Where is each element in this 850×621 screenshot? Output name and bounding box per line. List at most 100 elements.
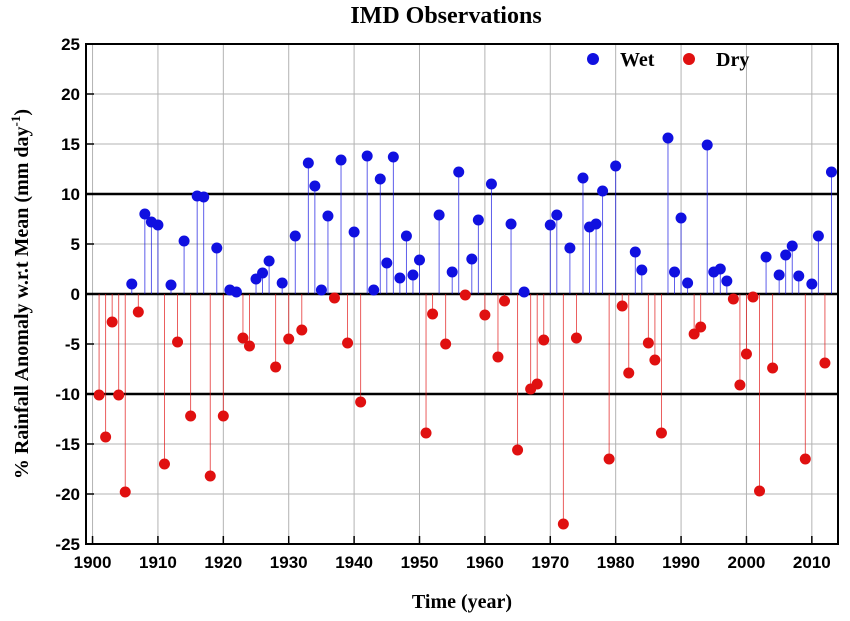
dry-point	[570, 332, 582, 344]
wet-point	[335, 154, 347, 166]
x-tick-label: 2000	[728, 553, 766, 572]
wet-point	[466, 253, 478, 265]
y-tick-label: -20	[55, 485, 80, 504]
wet-point	[485, 178, 497, 190]
dry-point	[342, 337, 354, 349]
dry-point	[616, 300, 628, 312]
dry-point	[158, 458, 170, 470]
dry-point	[100, 431, 112, 443]
x-axis-label: Time (year)	[412, 591, 512, 613]
dry-point	[603, 453, 615, 465]
dry-point	[531, 378, 543, 390]
wet-point	[257, 267, 269, 279]
dry-point	[283, 333, 295, 345]
dry-point	[479, 309, 491, 321]
x-tick-label: 1970	[531, 553, 569, 572]
wet-point	[400, 230, 412, 242]
dry-point	[649, 354, 661, 366]
stems	[98, 138, 832, 524]
dry-point	[734, 379, 746, 391]
wet-point	[387, 151, 399, 163]
dry-point	[93, 389, 105, 401]
dry-point	[440, 338, 452, 350]
wet-point	[472, 214, 484, 226]
wet-point	[812, 230, 824, 242]
dry-point	[204, 470, 216, 482]
dry-point	[499, 295, 511, 307]
dry-point	[328, 292, 340, 304]
wet-point	[760, 251, 772, 263]
dry-point	[642, 337, 654, 349]
dry-point	[557, 518, 569, 530]
y-axis-label-superscript: -1	[8, 116, 23, 127]
dry-point	[727, 293, 739, 305]
wet-point	[453, 166, 465, 178]
x-tick-label: 1960	[466, 553, 504, 572]
y-tick-label: 0	[71, 285, 80, 304]
wet-point	[518, 286, 530, 298]
dry-point	[172, 336, 184, 348]
wet-point	[505, 218, 517, 230]
wet-point	[682, 277, 694, 289]
y-tick-labels: -25 -20 -15 -10 -5 0 5 10 15 20 25	[55, 35, 80, 554]
y-tick-label: -5	[65, 335, 80, 354]
legend-dry-marker	[683, 53, 695, 65]
dry-point	[799, 453, 811, 465]
dry-point	[492, 351, 504, 363]
x-tick-label: 1920	[204, 553, 242, 572]
y-axis-label: % Rainfall Anomaly w.r.t Mean (mm day-1)	[8, 109, 33, 479]
dry-point	[655, 427, 667, 439]
y-tick-label: 15	[61, 135, 80, 154]
dry-point	[420, 427, 432, 439]
wet-point	[721, 275, 733, 287]
dry-point	[119, 486, 131, 498]
wet-point	[315, 284, 327, 296]
wet-point	[126, 278, 138, 290]
dry-point	[747, 291, 759, 303]
wet-point	[381, 257, 393, 269]
wet-point	[394, 272, 406, 284]
y-axis-label-close: )	[11, 109, 33, 116]
wet-point	[773, 269, 785, 281]
dry-point	[270, 361, 282, 373]
wet-point	[825, 166, 837, 178]
x-tick-label: 1940	[335, 553, 373, 572]
wet-point	[407, 269, 419, 281]
x-tick-labels: 1900 1910 1920 1930 1940 1950 1960 1970 1980 1990…	[74, 553, 831, 572]
wet-point	[413, 254, 425, 266]
dry-point	[106, 316, 118, 328]
y-tick-label: 20	[61, 85, 80, 104]
wet-point	[289, 230, 301, 242]
wet-point	[446, 266, 458, 278]
dry-point	[217, 410, 229, 422]
wet-point	[198, 191, 210, 203]
dry-point	[185, 410, 197, 422]
wet-point	[793, 270, 805, 282]
wet-point	[368, 284, 380, 296]
wet-point	[806, 278, 818, 290]
wet-point	[577, 172, 589, 184]
dry-point	[695, 321, 707, 333]
ticks	[86, 43, 813, 545]
wet-point	[564, 242, 576, 254]
y-tick-label: -15	[55, 435, 80, 454]
dry-point	[623, 367, 635, 379]
wet-point	[165, 279, 177, 291]
legend-wet-marker	[587, 53, 599, 65]
wet-point	[263, 255, 275, 267]
dry-point	[740, 348, 752, 360]
wet-point	[610, 160, 622, 172]
dry-point	[512, 444, 524, 456]
dry-point	[296, 324, 308, 336]
wet-point	[302, 157, 314, 169]
wet-point	[152, 219, 164, 231]
wet-point	[211, 242, 223, 254]
chart-title: IMD Observations	[350, 3, 541, 29]
x-tick-label: 2010	[793, 553, 831, 572]
x-tick-label: 1910	[139, 553, 177, 572]
wet-point	[230, 286, 242, 298]
data-points	[93, 132, 837, 530]
wet-point	[374, 173, 386, 185]
wet-point	[669, 266, 681, 278]
dry-point	[243, 340, 255, 352]
